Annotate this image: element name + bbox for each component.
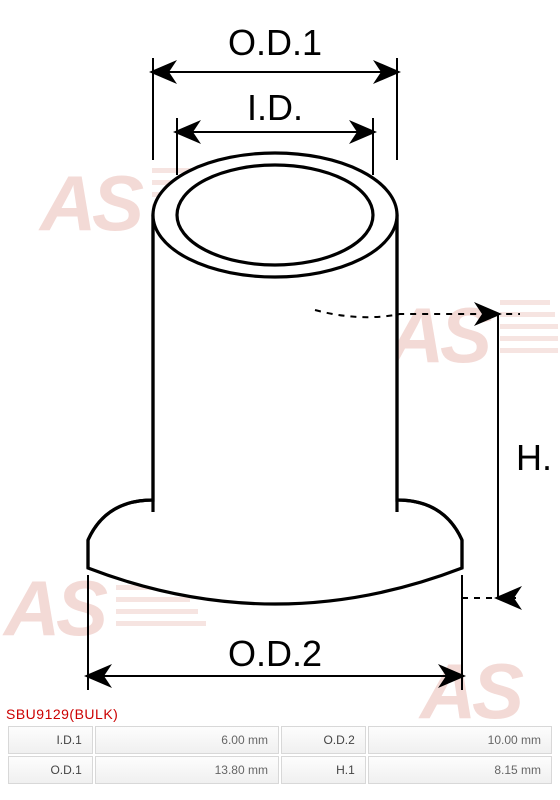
dim-od2-label: O.D.2 <box>228 633 322 674</box>
watermark-mid: A S <box>386 291 558 379</box>
part-number-label: SBU9129(BULK) <box>6 706 118 722</box>
svg-text:S: S <box>56 564 108 652</box>
svg-text:A: A <box>418 647 476 720</box>
spec-key-id1: I.D.1 <box>8 726 93 754</box>
spec-key-od1: O.D.1 <box>8 756 93 784</box>
diagram-area: A S A S A S <box>0 0 560 720</box>
table-row: O.D.1 13.80 mm H.1 8.15 mm <box>8 756 552 784</box>
spec-val-od1: 13.80 mm <box>95 756 279 784</box>
svg-text:S: S <box>440 291 492 379</box>
watermark-corner: A S <box>418 647 524 720</box>
table-row: I.D.1 6.00 mm O.D.2 10.00 mm <box>8 726 552 754</box>
spec-val-id1: 6.00 mm <box>95 726 279 754</box>
spec-val-od2: 10.00 mm <box>368 726 552 754</box>
spec-table: I.D.1 6.00 mm O.D.2 10.00 mm O.D.1 13.80… <box>6 724 554 786</box>
spec-key-h1: H.1 <box>281 756 366 784</box>
bushing-diagram: A S A S A S <box>0 0 560 720</box>
svg-text:A: A <box>38 159 96 247</box>
spec-val-h1: 8.15 mm <box>368 756 552 784</box>
svg-text:A: A <box>2 564 60 652</box>
dim-id-label: I.D. <box>247 87 303 128</box>
svg-text:S: S <box>92 159 144 247</box>
svg-text:S: S <box>472 647 524 720</box>
spec-key-od2: O.D.2 <box>281 726 366 754</box>
dim-h-label: H. <box>516 437 552 478</box>
dim-od1-label: O.D.1 <box>228 22 322 63</box>
